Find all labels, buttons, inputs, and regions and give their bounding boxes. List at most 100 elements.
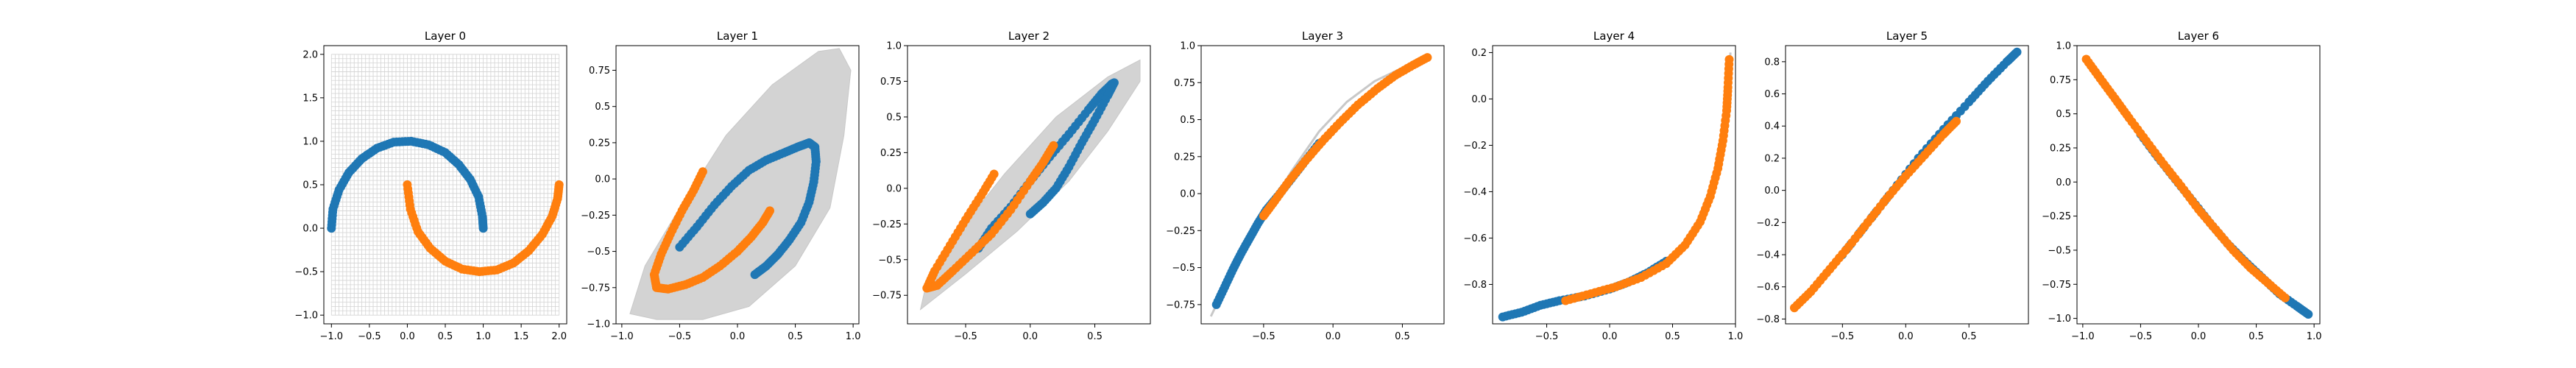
axes-frame [2076,45,2321,325]
axes-frame [907,45,1151,325]
series-1 [922,141,1058,293]
x-tick-label: 0.5 [788,331,803,342]
y-tick-label: 0.5 [1180,115,1195,126]
x-tick-label: 0.5 [1665,331,1680,342]
y-tick-label: 0.5 [2056,109,2071,120]
data-point [478,224,488,233]
y-tick-label: 0.0 [2056,177,2071,188]
x-tick-label: 0.0 [1022,331,1038,342]
panel-title: Layer 0 [425,29,466,43]
data-point [1025,209,1035,219]
y-tick-label: 0.5 [302,180,318,191]
y-tick-label: 0.8 [1764,57,1780,68]
y-tick-label: −0.5 [587,247,610,258]
y-tick-label: −0.75 [581,283,610,294]
plot-area [327,54,564,316]
plot-area [1498,52,1734,322]
data-point [1423,53,1432,63]
y-tick-label: −0.2 [1756,218,1780,229]
x-tick-label: 1.0 [475,331,491,342]
x-tick-label: 0.0 [1602,331,1618,342]
y-tick-label: −1.0 [294,311,318,322]
data-point [2280,293,2290,302]
y-tick-label: 1.0 [886,41,902,52]
y-tick-label: −0.25 [872,219,902,230]
panel-3: −0.5 0.0 0.5 −0.75 −0.5 −0.25 0.0 0.25 0.5 0.75 1.… [1166,29,1445,342]
y-tick-label: −0.5 [2048,245,2071,256]
x-tick-label: 1.0 [846,331,861,342]
y-tick-label: 0.5 [886,112,902,123]
y-tick-label: −0.6 [1463,233,1487,244]
y-tick-label: 0.0 [1180,189,1195,200]
y-tick-label: −0.25 [581,210,610,222]
data-point [1049,141,1058,150]
y-tick-label: −0.5 [1172,263,1195,274]
x-tick-label: −0.5 [2129,331,2153,342]
panel-0: −1.0 −0.5 0.0 0.5 1.0 1.5 2.0 −1.0 −0.5 0.0 0.5 1.0… [294,29,567,342]
y-tick-label: 0.75 [880,77,902,88]
x-tick-label: −1.0 [320,331,344,342]
axes-frame [1785,45,2029,325]
y-tick-label: 0.5 [595,102,610,113]
panel-5: −0.5 0.0 0.5 −0.8 −0.6 −0.4 −0.2 0.0 0.2 0.4 0.6 0.… [1756,29,2029,342]
y-tick-label: 0.25 [2050,143,2071,154]
x-tick-label: 0.5 [1087,331,1103,342]
y-tick-label: 1.0 [302,136,318,147]
x-tick-label: −0.5 [668,331,692,342]
x-tick-label: 0.5 [438,331,453,342]
x-tick-label: 1.0 [1728,331,1744,342]
axes-frame [1492,45,1736,325]
plot-area [2081,54,2313,319]
y-tick-label: −0.6 [1756,282,1780,293]
x-tick-label: 1.0 [2307,331,2322,342]
series-0 [1498,256,1671,322]
y-tick-label: −0.75 [872,291,902,302]
x-tick-label: 0.0 [730,331,746,342]
panel-title: Layer 3 [1302,29,1343,43]
panel-title: Layer 6 [2178,29,2219,43]
y-tick-label: −0.4 [1463,187,1487,198]
plot-area [1209,53,1432,317]
y-tick-label: 0.25 [880,148,902,159]
y-tick-label: 0.75 [1174,78,1195,89]
panel-2: −0.5 0.0 0.5 −0.75 −0.5 −0.25 0.0 0.25 0.5 0.75 1.… [872,29,1151,342]
y-tick-label: −0.8 [1463,280,1487,291]
axes-frame [1200,45,1445,325]
x-tick-label: 0.0 [400,331,415,342]
y-tick-label: 0.75 [2050,75,2071,86]
data-point [1724,54,1734,64]
x-tick-label: −0.5 [358,331,381,342]
panel-6: −1.0 −0.5 0.0 0.5 1.0 −1.0 −0.75 −0.5 −0.25 0.0 0.… [2042,29,2321,342]
y-tick-label: 0.2 [1471,48,1487,59]
x-tick-label: −0.5 [1252,331,1275,342]
data-point [554,180,564,189]
y-tick-label: 0.25 [589,138,610,149]
series-1 [1259,53,1432,221]
y-tick-label: 1.0 [1180,41,1195,52]
panel-title: Layer 5 [1886,29,1928,43]
x-tick-label: −1.0 [2071,331,2095,342]
data-point [2012,47,2022,57]
y-tick-label: −0.2 [1463,141,1487,152]
y-tick-label: 0.0 [1764,185,1780,197]
x-tick-label: 0.5 [1961,331,1977,342]
y-tick-label: 0.0 [1471,94,1487,105]
x-tick-label: −0.5 [1831,331,1855,342]
data-point [765,206,774,216]
y-tick-label: −0.25 [2042,211,2071,222]
y-tick-label: 0.4 [1764,121,1780,132]
y-tick-label: 0.25 [1174,152,1195,163]
series-1 [1561,54,1734,305]
y-tick-label: 1.0 [2056,41,2071,52]
x-tick-label: −1.0 [610,331,634,342]
x-tick-label: 0.5 [1395,331,1410,342]
y-tick-label: 0.0 [595,174,610,185]
y-tick-label: 0.0 [886,183,902,194]
transformed-grid [1499,52,1732,319]
y-tick-label: −0.8 [1756,314,1780,325]
panel-4: −0.5 0.0 0.5 1.0 −0.8 −0.6 −0.4 −0.2 0.0 0.2 Layer… [1463,29,1743,342]
series-1 [403,180,564,277]
y-tick-label: 1.5 [302,93,318,104]
plot-area [919,59,1141,311]
